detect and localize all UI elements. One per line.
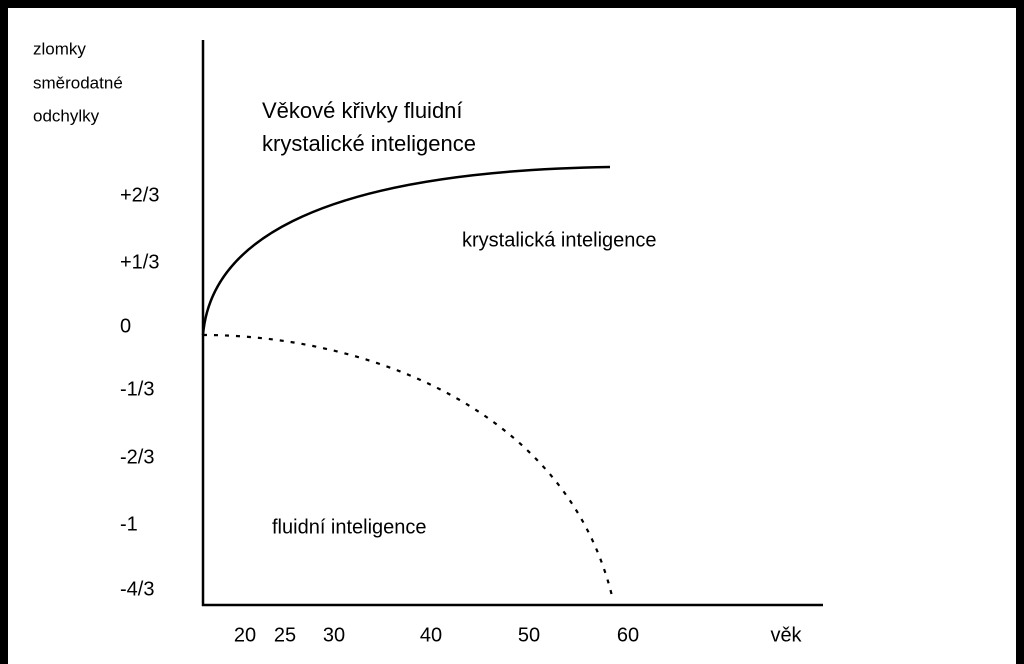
y-label: -2/3	[120, 446, 154, 468]
x-label: 40	[420, 624, 442, 646]
x-label: 25	[274, 624, 296, 646]
y-label: +2/3	[120, 184, 159, 206]
y-label: -4/3	[120, 578, 154, 600]
axis-title: zlomky	[33, 39, 86, 58]
curve-label: krystalická inteligence	[462, 229, 657, 251]
title: Věkové křivky fluidní	[262, 98, 463, 123]
axis-title: směrodatné	[33, 73, 123, 92]
curve-label: fluidní inteligence	[272, 516, 427, 538]
labels: zlomky směrodatné odchylky Věkové křivky fl…	[33, 39, 803, 646]
axis-title: odchylky	[33, 106, 100, 125]
x-label: 30	[323, 624, 345, 646]
title: krystalické inteligence	[262, 131, 476, 156]
fluid-curve	[202, 333, 614, 597]
x-label: věk	[770, 624, 802, 646]
crystallized-curve	[201, 165, 611, 336]
y-label: +1/3	[120, 251, 159, 273]
x-label: 60	[617, 624, 639, 646]
y-label: -1	[120, 513, 138, 535]
x-label: 20	[234, 624, 256, 646]
y-label: -1/3	[120, 378, 154, 400]
x-label: 50	[518, 624, 540, 646]
y-label: 0	[120, 315, 131, 337]
